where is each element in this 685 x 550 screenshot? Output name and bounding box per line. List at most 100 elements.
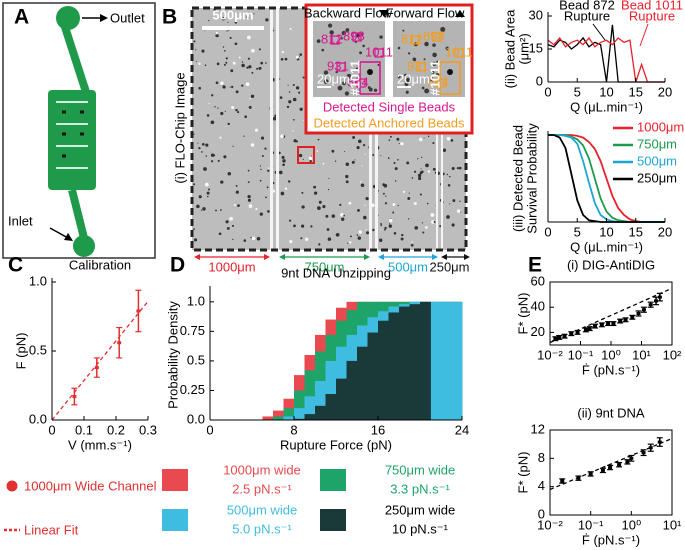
inset-scale-bar bbox=[317, 86, 331, 88]
speckle bbox=[410, 243, 414, 247]
speckle bbox=[219, 136, 222, 139]
hist-bar bbox=[325, 360, 337, 420]
legend-marker bbox=[6, 480, 18, 492]
speckle bbox=[207, 195, 209, 198]
channel-label: 250μm bbox=[429, 259, 469, 274]
speckle bbox=[432, 142, 434, 144]
speckle bbox=[397, 159, 399, 161]
y-tick-label: 12 bbox=[531, 421, 545, 436]
x-tick-label: 10⁻² bbox=[537, 347, 563, 362]
speckle bbox=[195, 49, 197, 51]
speckle bbox=[308, 156, 313, 161]
hist-bar bbox=[273, 416, 284, 420]
chart-title: Calibration bbox=[69, 257, 131, 272]
speckle bbox=[313, 185, 317, 189]
hist-bar bbox=[304, 396, 316, 420]
x-tick-label: 15 bbox=[629, 224, 643, 239]
y-tick-label: 15 bbox=[529, 40, 543, 55]
bead-id: 898 bbox=[343, 28, 365, 43]
speckle bbox=[385, 195, 387, 197]
x-tick-label: 0.3 bbox=[139, 422, 157, 437]
speckle bbox=[299, 53, 303, 56]
speckle bbox=[392, 203, 396, 207]
speckle bbox=[331, 149, 335, 153]
speckle bbox=[301, 205, 305, 209]
inset-scale: 20μm bbox=[317, 71, 350, 86]
speckle bbox=[397, 75, 401, 79]
speckle bbox=[198, 86, 202, 90]
chart-title: 9nt DNA Unzipping bbox=[281, 265, 391, 280]
hist-bar bbox=[262, 416, 274, 420]
y-axis-label: F* (pN) bbox=[515, 293, 530, 335]
speckle bbox=[413, 201, 417, 206]
speckle bbox=[205, 155, 208, 157]
panel-letter: D bbox=[170, 254, 185, 277]
speckle bbox=[278, 170, 283, 175]
speckle bbox=[317, 206, 321, 210]
y-tick-label: 1.0 bbox=[187, 293, 205, 308]
speckle bbox=[427, 170, 431, 173]
speckle bbox=[250, 143, 255, 147]
panel-letter: E bbox=[528, 254, 542, 277]
hist-bar bbox=[367, 332, 379, 420]
speckle bbox=[281, 155, 285, 159]
speckle bbox=[247, 16, 250, 19]
hist-bar bbox=[283, 416, 295, 420]
speckle bbox=[401, 233, 404, 237]
speckle bbox=[424, 41, 429, 47]
speckle bbox=[352, 135, 356, 139]
highlight-id: #1011 bbox=[347, 60, 362, 95]
speckle bbox=[446, 136, 451, 141]
speckle bbox=[430, 78, 434, 82]
point bbox=[657, 295, 662, 299]
legend-swatch bbox=[320, 469, 346, 491]
highlight-bead bbox=[367, 69, 373, 75]
speckle bbox=[225, 57, 228, 60]
speckle bbox=[377, 63, 380, 66]
speckle bbox=[282, 163, 285, 167]
speckle bbox=[213, 9, 216, 12]
speckle bbox=[317, 138, 320, 141]
hist-bar bbox=[283, 408, 295, 420]
point bbox=[576, 476, 581, 480]
speckle bbox=[217, 159, 220, 162]
speckle bbox=[247, 194, 251, 199]
point bbox=[617, 463, 622, 467]
bead-box bbox=[352, 32, 362, 42]
speckle bbox=[388, 139, 391, 141]
speckle bbox=[388, 223, 391, 225]
speckle bbox=[322, 162, 325, 165]
speckle bbox=[421, 86, 425, 90]
hist-bar bbox=[273, 410, 284, 420]
speckle bbox=[394, 180, 397, 182]
arrowhead bbox=[194, 254, 200, 260]
hist-bar bbox=[378, 320, 389, 420]
speckle bbox=[337, 85, 343, 91]
wall bbox=[276, 8, 279, 250]
speckle bbox=[393, 232, 397, 235]
x-axis-label: Ḟ (pN.s⁻¹) bbox=[582, 532, 640, 547]
y-tick-label: 0.5 bbox=[29, 342, 47, 357]
speckle bbox=[425, 226, 428, 229]
speckle bbox=[220, 81, 224, 85]
speckle bbox=[367, 86, 371, 89]
speckle bbox=[420, 168, 422, 170]
speckle bbox=[281, 50, 284, 54]
point bbox=[560, 479, 565, 483]
x-tick-label: 10⁻¹ bbox=[578, 517, 604, 532]
point bbox=[636, 312, 641, 315]
speckle bbox=[193, 40, 196, 43]
fit-line bbox=[549, 287, 673, 344]
speckle bbox=[220, 209, 222, 211]
speckle bbox=[364, 153, 366, 155]
inset-scale-bar bbox=[397, 86, 411, 88]
hist-bar bbox=[388, 312, 400, 420]
hist-bar bbox=[441, 301, 452, 420]
speckle bbox=[365, 228, 367, 231]
speckle bbox=[280, 191, 285, 196]
annotation: Rupture bbox=[629, 8, 675, 23]
speckle bbox=[227, 122, 230, 126]
legend-label: 500μm wide bbox=[227, 502, 297, 517]
hist-bar bbox=[409, 304, 421, 420]
speckle bbox=[231, 106, 235, 109]
